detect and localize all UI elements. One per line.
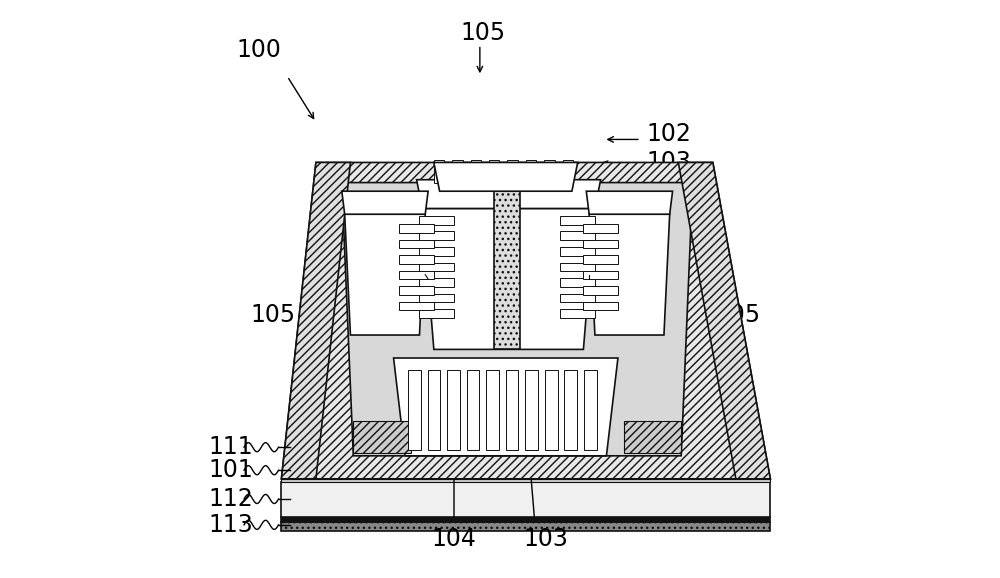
Polygon shape [545, 369, 558, 450]
Polygon shape [583, 271, 618, 279]
Polygon shape [399, 302, 434, 310]
Polygon shape [563, 160, 573, 183]
Polygon shape [583, 255, 618, 264]
Polygon shape [447, 369, 460, 450]
Polygon shape [434, 162, 578, 191]
Polygon shape [506, 369, 518, 450]
Polygon shape [452, 160, 463, 183]
Polygon shape [678, 162, 770, 479]
Polygon shape [525, 369, 538, 450]
Polygon shape [428, 369, 440, 450]
Polygon shape [399, 224, 434, 232]
Text: 113: 113 [208, 513, 253, 537]
Polygon shape [399, 255, 434, 264]
Polygon shape [422, 183, 589, 200]
Polygon shape [408, 369, 421, 450]
Polygon shape [417, 180, 601, 209]
Polygon shape [419, 262, 454, 271]
Text: 105: 105 [460, 21, 505, 45]
Polygon shape [583, 239, 618, 248]
Polygon shape [544, 160, 555, 183]
Polygon shape [583, 286, 618, 295]
Polygon shape [583, 224, 618, 232]
Polygon shape [486, 369, 499, 450]
Text: 104: 104 [432, 527, 476, 551]
Polygon shape [584, 369, 597, 450]
Polygon shape [419, 231, 454, 240]
Polygon shape [342, 183, 693, 456]
Polygon shape [281, 481, 770, 517]
Polygon shape [342, 191, 428, 214]
Polygon shape [281, 522, 770, 531]
Polygon shape [507, 160, 518, 183]
Polygon shape [399, 271, 434, 279]
Polygon shape [586, 191, 673, 214]
Polygon shape [345, 214, 425, 335]
Polygon shape [526, 160, 536, 183]
Polygon shape [560, 278, 595, 287]
Text: 105: 105 [716, 303, 761, 327]
Text: 100: 100 [236, 38, 281, 62]
Polygon shape [394, 358, 618, 456]
Polygon shape [560, 247, 595, 255]
Polygon shape [560, 262, 595, 271]
Text: 111: 111 [208, 435, 253, 459]
Polygon shape [564, 369, 577, 450]
Polygon shape [422, 209, 595, 349]
Polygon shape [589, 214, 670, 335]
Polygon shape [281, 517, 770, 522]
Polygon shape [399, 286, 434, 295]
Polygon shape [560, 294, 595, 302]
Polygon shape [419, 247, 454, 255]
Text: 104: 104 [647, 179, 692, 203]
Polygon shape [489, 160, 499, 183]
Polygon shape [560, 216, 595, 225]
Polygon shape [353, 421, 411, 453]
Polygon shape [560, 309, 595, 318]
Polygon shape [419, 278, 454, 287]
Polygon shape [494, 191, 520, 349]
Polygon shape [419, 309, 454, 318]
Text: 102: 102 [647, 122, 692, 146]
Polygon shape [434, 160, 444, 183]
Polygon shape [419, 294, 454, 302]
Polygon shape [560, 231, 595, 240]
Polygon shape [419, 216, 454, 225]
Polygon shape [583, 302, 618, 310]
Text: 105: 105 [251, 303, 296, 327]
Polygon shape [281, 479, 770, 481]
Text: 112: 112 [208, 487, 253, 511]
Text: 101: 101 [208, 458, 253, 482]
Polygon shape [471, 160, 481, 183]
Polygon shape [281, 162, 350, 479]
Polygon shape [624, 421, 681, 453]
Polygon shape [281, 162, 770, 479]
Polygon shape [399, 239, 434, 248]
Text: 103: 103 [524, 527, 568, 551]
Polygon shape [467, 369, 479, 450]
Text: 103: 103 [647, 150, 692, 175]
